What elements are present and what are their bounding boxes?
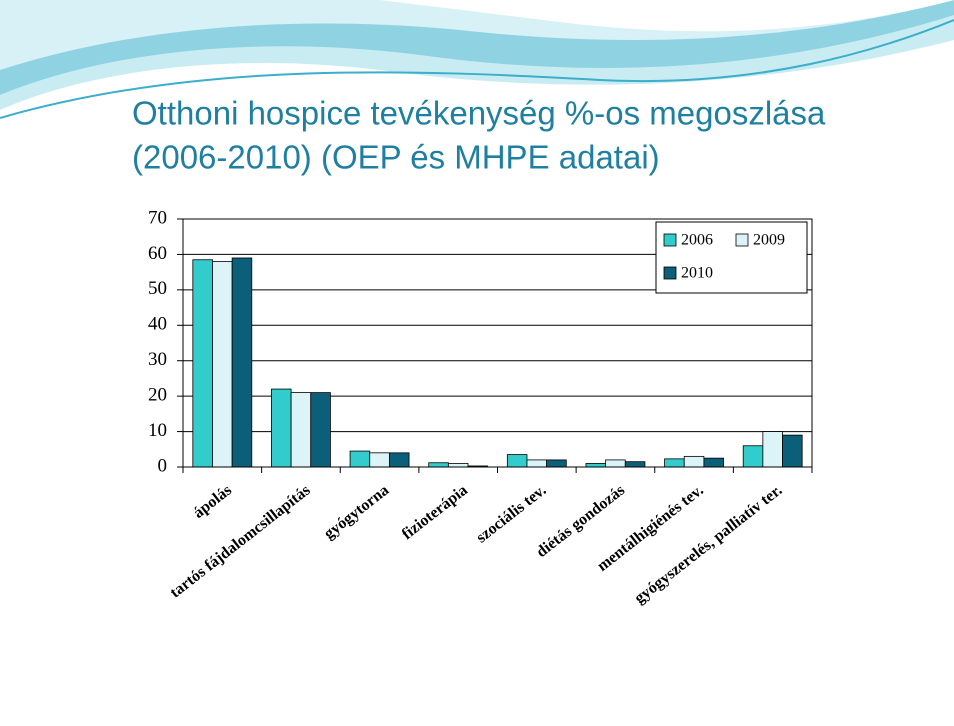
bar	[762, 431, 783, 468]
bar	[349, 450, 371, 468]
bar	[526, 459, 548, 468]
legend-label: 2009	[753, 232, 785, 249]
legend-swatch	[663, 233, 677, 247]
bar	[585, 463, 607, 468]
bar	[369, 452, 390, 468]
x-tick-label: gyógytorna	[321, 482, 392, 543]
decoration	[0, 0, 954, 119]
legend-label: 2006	[681, 232, 713, 249]
y-tick-label: 40	[148, 314, 167, 335]
bar	[782, 434, 803, 468]
bar	[546, 459, 567, 468]
y-tick-label: 30	[148, 349, 167, 370]
bar	[231, 257, 253, 468]
bar	[290, 392, 312, 468]
bar	[388, 452, 410, 468]
chart-title: (2006-2010) (OEP és MHPE adatai)	[132, 139, 660, 176]
chart-title: Otthoni hospice tevékenység %-os megoszl…	[132, 95, 826, 132]
bar	[664, 458, 685, 468]
bar	[212, 261, 233, 468]
y-tick-label: 0	[158, 455, 168, 476]
bar	[310, 392, 331, 468]
bar	[605, 459, 626, 468]
legend-swatch	[663, 266, 677, 280]
x-tick-label: gyógyszerelés, palliatív ter.	[631, 482, 785, 608]
x-tick-label: szociális tev.	[473, 482, 549, 547]
legend-swatch	[735, 233, 749, 247]
bar	[506, 454, 528, 468]
x-tick-label: ápolás	[190, 482, 235, 522]
y-tick-label: 50	[148, 278, 167, 299]
x-tick-label: tartós fájdalomcsillapítás	[167, 482, 314, 602]
y-tick-label: 20	[148, 385, 167, 406]
x-tick-label: fizioterápia	[399, 482, 471, 544]
bar	[192, 259, 213, 468]
y-tick-label: 60	[148, 243, 167, 264]
y-tick-label: 70	[148, 207, 167, 228]
bar	[428, 462, 449, 468]
bar	[624, 461, 646, 468]
bar	[683, 455, 705, 468]
y-tick-label: 10	[148, 420, 167, 441]
legend-label: 2010	[681, 265, 713, 282]
legend-box	[655, 221, 808, 294]
bar	[703, 457, 724, 468]
bar	[271, 388, 292, 468]
bar	[742, 445, 764, 468]
bar	[447, 463, 469, 468]
